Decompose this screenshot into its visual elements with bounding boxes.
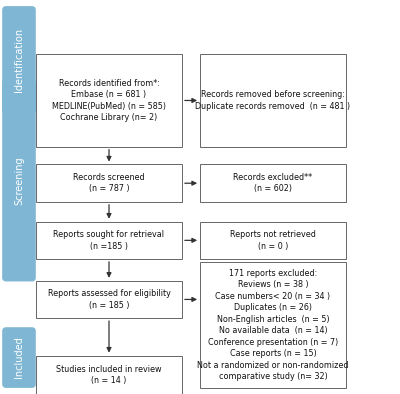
FancyBboxPatch shape (200, 165, 346, 202)
Text: Studies included in review
(n = 14 ): Studies included in review (n = 14 ) (56, 365, 162, 385)
FancyBboxPatch shape (3, 80, 35, 281)
FancyBboxPatch shape (3, 328, 35, 387)
Text: Records identified from*:
Embase (n = 681 )
MEDLINE(PubMed) (n = 585)
Cochrane L: Records identified from*: Embase (n = 68… (52, 79, 166, 122)
FancyBboxPatch shape (200, 54, 346, 147)
Text: Records excluded**
(n = 602): Records excluded** (n = 602) (234, 173, 312, 193)
FancyBboxPatch shape (36, 221, 182, 259)
FancyBboxPatch shape (36, 54, 182, 147)
FancyBboxPatch shape (36, 165, 182, 202)
Text: Identification: Identification (14, 28, 24, 92)
FancyBboxPatch shape (36, 356, 182, 394)
Text: Records removed before screening:
Duplicate records removed  (n = 481 ): Records removed before screening: Duplic… (196, 90, 350, 111)
Text: Reports sought for retrieval
(n =185 ): Reports sought for retrieval (n =185 ) (54, 230, 164, 251)
Text: Reports assessed for eligibility
(n = 185 ): Reports assessed for eligibility (n = 18… (48, 289, 170, 310)
Text: 171 reports excluded:
Reviews (n = 38 )
Case numbers< 20 (n = 34 )
Duplicates (n: 171 reports excluded: Reviews (n = 38 ) … (197, 269, 349, 381)
Text: Screening: Screening (14, 156, 24, 204)
Text: Reports not retrieved
(n = 0 ): Reports not retrieved (n = 0 ) (230, 230, 316, 251)
FancyBboxPatch shape (36, 281, 182, 318)
Text: Included: Included (14, 337, 24, 378)
FancyBboxPatch shape (3, 7, 35, 113)
Text: Records screened
(n = 787 ): Records screened (n = 787 ) (73, 173, 145, 193)
FancyBboxPatch shape (200, 221, 346, 259)
FancyBboxPatch shape (200, 262, 346, 388)
